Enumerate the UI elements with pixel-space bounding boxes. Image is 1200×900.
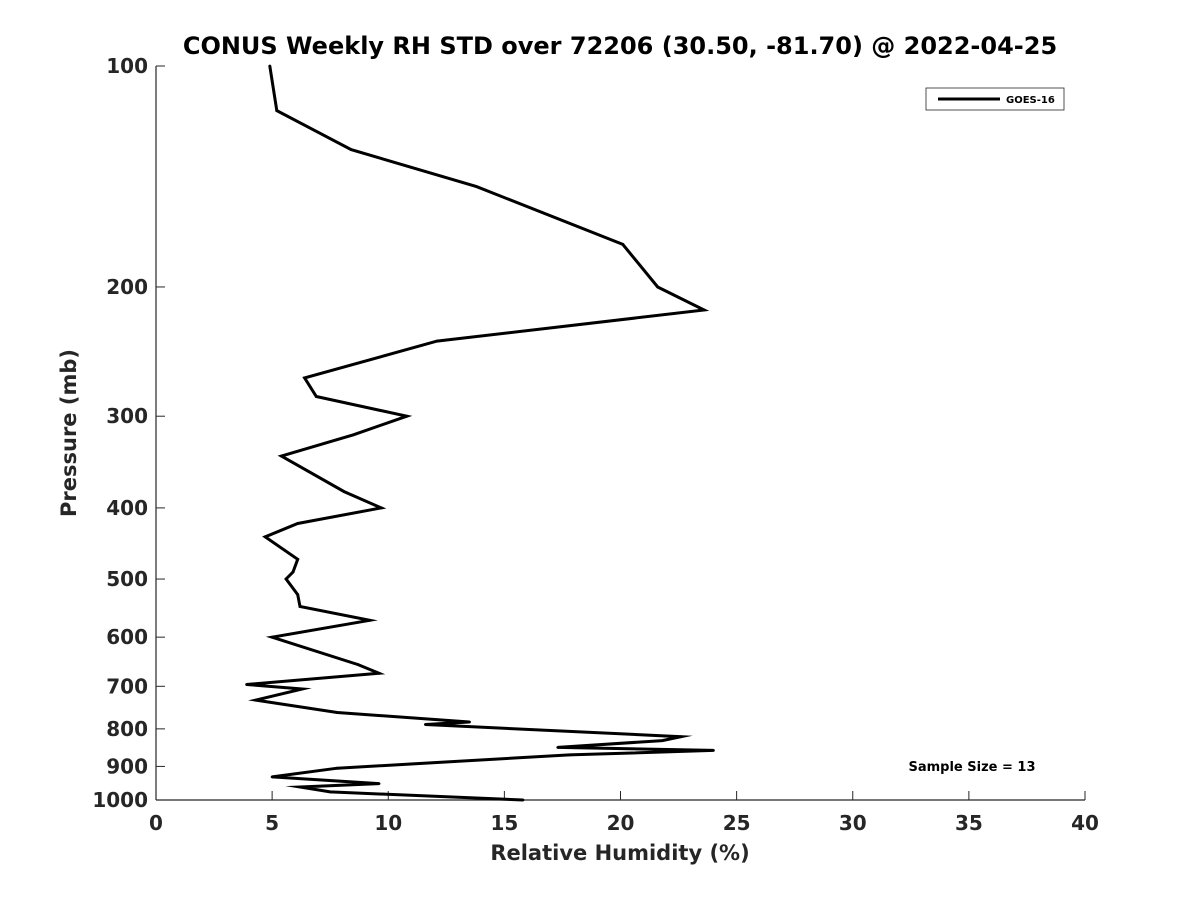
data-point	[298, 785, 302, 789]
data-point	[712, 749, 715, 752]
y-tick-label: 700	[106, 674, 148, 698]
data-point	[296, 557, 300, 561]
data-point	[342, 490, 346, 493]
data-point	[284, 577, 288, 581]
y-tick-label: 500	[106, 567, 148, 591]
data-point	[468, 720, 471, 724]
x-axis-ticks: 0 5 10 15 20 25 30 35 40	[149, 791, 1099, 835]
data-point	[296, 522, 300, 525]
x-tick-label: 10	[374, 811, 402, 835]
data-point	[328, 790, 332, 794]
data-point	[245, 683, 249, 686]
data-point	[679, 735, 683, 739]
data-point	[298, 605, 302, 608]
series-points	[245, 64, 715, 802]
data-point	[368, 618, 372, 622]
data-point	[270, 775, 274, 779]
sample-size-annotation: Sample Size = 13	[908, 760, 1035, 775]
data-point	[300, 687, 304, 691]
data-point	[621, 243, 625, 246]
data-point	[335, 766, 339, 770]
x-tick-label: 15	[490, 811, 518, 835]
data-point	[291, 570, 295, 574]
chart-title: CONUS Weekly RH STD over 72206 (30.50, -…	[183, 32, 1057, 60]
data-point	[660, 739, 664, 742]
data-point	[702, 308, 706, 312]
y-tick-label: 100	[106, 54, 148, 78]
data-point	[314, 395, 318, 398]
data-point	[280, 454, 283, 458]
y-tick-label: 900	[106, 754, 148, 778]
data-point	[556, 746, 560, 749]
data-point	[435, 339, 439, 343]
data-point	[475, 185, 478, 189]
data-point	[268, 64, 272, 68]
data-point	[379, 506, 383, 510]
data-point	[254, 698, 258, 702]
data-point	[377, 782, 381, 785]
x-tick-label: 0	[149, 811, 163, 835]
legend-label: GOES-16	[1006, 95, 1055, 106]
x-tick-label: 35	[955, 811, 983, 835]
data-point	[656, 285, 660, 289]
data-point	[405, 414, 409, 418]
x-tick-label: 20	[607, 811, 635, 835]
data-point	[568, 753, 571, 757]
data-point	[424, 723, 427, 726]
series-line-goes-16	[246, 65, 714, 802]
x-tick-label: 30	[839, 811, 867, 835]
data-point	[356, 663, 360, 666]
data-point	[377, 671, 381, 675]
data-point	[275, 109, 279, 112]
x-tick-label: 5	[265, 811, 279, 835]
data-point	[263, 535, 267, 539]
y-axis-title: Pressure (mb)	[57, 349, 81, 517]
y-tick-label: 800	[106, 717, 148, 741]
y-tick-label: 200	[106, 275, 148, 299]
legend: GOES-16	[925, 87, 1065, 111]
y-tick-label: 600	[106, 625, 148, 649]
data-point	[270, 635, 274, 639]
data-point	[303, 376, 306, 380]
data-point	[335, 711, 339, 714]
y-tick-label: 1000	[92, 788, 148, 812]
data-point	[296, 593, 300, 596]
data-point	[521, 798, 525, 802]
data-point	[352, 433, 355, 437]
y-axis-ticks: 100 200 300 400 500 600 700 800 900 1000	[92, 54, 165, 812]
x-tick-label: 40	[1071, 811, 1099, 835]
x-tick-label: 25	[723, 811, 751, 835]
x-axis-title: Relative Humidity (%)	[490, 841, 749, 865]
data-point	[349, 148, 353, 152]
y-tick-label: 400	[106, 496, 148, 520]
y-tick-label: 300	[106, 404, 148, 428]
